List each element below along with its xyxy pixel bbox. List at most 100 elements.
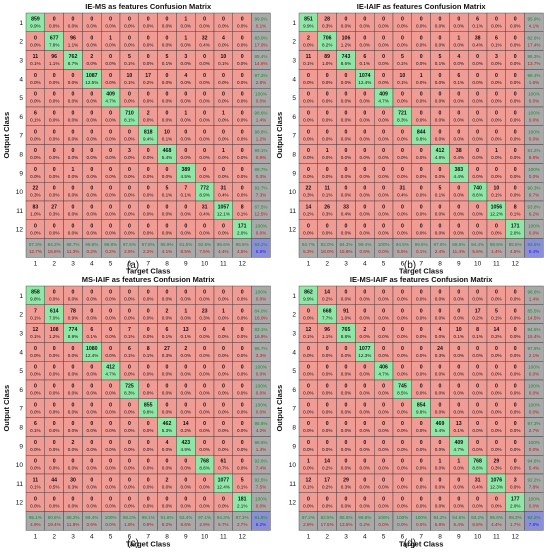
cell-percent: 0.1%	[454, 80, 464, 85]
cell-count: 0	[222, 17, 225, 23]
row-error: 8.8%	[529, 155, 539, 160]
row-error: 2.8%	[256, 80, 266, 85]
x-tick-label: 7	[419, 260, 423, 267]
cell-percent: 0.0%	[435, 447, 445, 452]
cell-percent: 0.0%	[162, 315, 172, 320]
cell-count: 0	[476, 365, 479, 371]
y-tick-label: 2	[292, 39, 296, 46]
cell-count: 0	[184, 496, 187, 502]
cell-count: 0	[109, 440, 112, 446]
col-recall: 99.8%	[85, 242, 98, 247]
cell-count: 0	[439, 478, 442, 484]
cell-count: 5	[439, 186, 442, 192]
cell-count: 0	[439, 384, 442, 390]
cell-count: 0	[184, 459, 187, 465]
cell-percent: 0.0%	[378, 315, 388, 320]
cell-count: 0	[326, 111, 329, 117]
cell-percent: 0.0%	[124, 155, 134, 160]
cell-count: 0	[90, 478, 93, 484]
cell-percent: 0.0%	[303, 136, 313, 141]
cell-count: 0	[109, 54, 112, 60]
cell-count: 0	[203, 148, 206, 154]
cell-count: 0	[128, 402, 131, 408]
cell-count: 0	[382, 290, 385, 296]
y-tick-label: 7	[292, 406, 296, 413]
cell-count: 0	[345, 440, 348, 446]
cell-percent: 0.0%	[30, 372, 40, 377]
cell-percent: 1.1%	[68, 42, 78, 47]
cell-count: 1	[184, 111, 187, 117]
cell-count: 0	[476, 129, 479, 135]
cell-count: 0	[147, 365, 150, 371]
cell-count: 0	[166, 384, 169, 390]
col-error: 0.0%	[378, 249, 388, 254]
cell-count: 0	[90, 205, 93, 211]
cell-count: 12	[306, 478, 312, 484]
total-error: 7.8%	[529, 522, 539, 527]
col-error: 2.8%	[303, 522, 313, 527]
cell-percent: 0.0%	[341, 230, 351, 235]
cell-count: 7	[184, 186, 187, 192]
cell-percent: 0.0%	[416, 297, 426, 302]
cell-percent: 0.0%	[105, 174, 115, 179]
cell-percent: 0.0%	[303, 466, 313, 471]
cell-percent: 0.0%	[181, 466, 191, 471]
cell-percent: 0.0%	[472, 372, 482, 377]
y-tick-label: 4	[292, 76, 296, 83]
cell-count: 0	[72, 365, 75, 371]
cell-count: 0	[307, 346, 310, 352]
cell-percent: 0.0%	[303, 230, 313, 235]
cell-percent: 0.0%	[237, 428, 247, 433]
col-recall: 97.8%	[142, 242, 155, 247]
col-error: 0.2%	[360, 522, 370, 527]
cell-count: 0	[345, 186, 348, 192]
cell-count: 0	[401, 440, 404, 446]
row-precision: 94.6%	[527, 459, 540, 464]
cell-percent: 8.8%	[199, 466, 209, 471]
cell-count: 0	[495, 129, 498, 135]
cell-count: 0	[203, 421, 206, 427]
cell-percent: 0.0%	[68, 391, 78, 396]
cell-percent: 8.8%	[472, 466, 482, 471]
col-error: 0.6%	[87, 522, 97, 527]
cell-percent: 0.0%	[30, 391, 40, 396]
cell-percent: 0.0%	[416, 428, 426, 433]
cell-percent: 0.4%	[472, 485, 482, 490]
col-recall: 87.3%	[29, 242, 42, 247]
col-recall: 95.1%	[29, 515, 42, 520]
cell-count: 0	[439, 35, 442, 41]
cell-percent: 0.0%	[454, 212, 464, 217]
cell-percent: 0.0%	[510, 155, 520, 160]
cell-percent: 0.0%	[218, 136, 228, 141]
cell-count: 765	[342, 327, 351, 333]
cell-count: 0	[457, 308, 460, 314]
cell-count: 0	[495, 402, 498, 408]
row-precision: 99.9%	[254, 17, 267, 22]
x-tick-label: 5	[382, 260, 386, 267]
x-tick-label: 3	[344, 260, 348, 267]
row-precision: 95.9%	[527, 17, 540, 22]
cell-percent: 0.0%	[378, 193, 388, 198]
y-tick-label: 3	[292, 331, 296, 338]
cell-count: 0	[457, 205, 460, 211]
x-tick-label: 12	[239, 260, 247, 267]
cell-count: 0	[420, 290, 423, 296]
row-error: 7.3%	[256, 193, 266, 198]
cell-count: 0	[128, 290, 131, 296]
cell-percent: 0.0%	[68, 155, 78, 160]
cell-count: 0	[128, 223, 131, 229]
cell-percent: 0.0%	[510, 372, 520, 377]
cell-percent: 0.0%	[68, 372, 78, 377]
cell-count: 23	[202, 308, 208, 314]
cell-percent: 12.4%	[217, 485, 230, 490]
row-error: 7.8%	[529, 485, 539, 490]
y-tick-label: 12	[289, 500, 297, 507]
col-error: 1.7%	[510, 522, 520, 527]
cell-count: 0	[401, 35, 404, 41]
x-tick-label: 2	[52, 533, 56, 540]
cell-count: 0	[382, 346, 385, 352]
cell-count: 0	[514, 73, 517, 79]
y-tick-label: 3	[19, 58, 23, 65]
cell-percent: 0.0%	[181, 99, 191, 104]
row-precision: 90.3%	[527, 186, 540, 191]
